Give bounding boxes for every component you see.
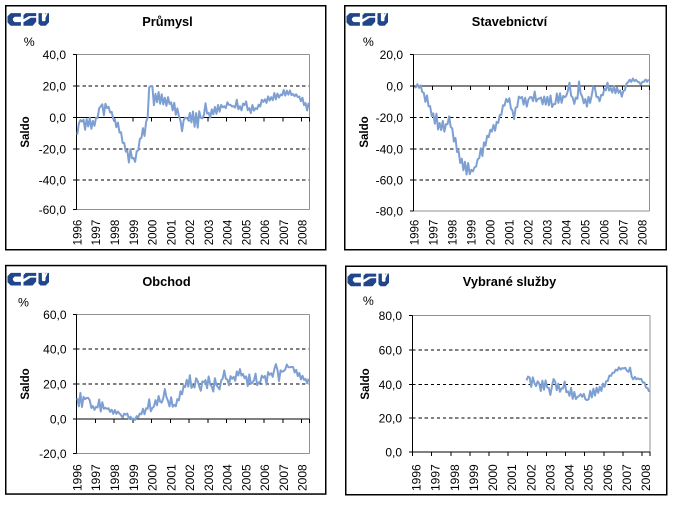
svg-text:2006: 2006 xyxy=(258,464,272,491)
svg-text:-80,0: -80,0 xyxy=(376,205,404,219)
svg-text:2005: 2005 xyxy=(581,220,593,246)
svg-text:1997: 1997 xyxy=(89,464,103,491)
svg-text:1996: 1996 xyxy=(70,464,84,491)
svg-text:0,0: 0,0 xyxy=(49,111,66,125)
svg-text:2000: 2000 xyxy=(148,220,160,246)
svg-text:40,0: 40,0 xyxy=(43,48,67,62)
svg-text:2003: 2003 xyxy=(202,464,216,491)
svg-text:1996: 1996 xyxy=(409,220,421,246)
svg-text:2002: 2002 xyxy=(185,220,197,246)
svg-text:2007: 2007 xyxy=(277,464,291,491)
svg-text:20,0: 20,0 xyxy=(379,411,403,425)
svg-text:-60,0: -60,0 xyxy=(376,174,404,188)
svg-text:Stavebnictví: Stavebnictví xyxy=(472,14,548,29)
svg-text:60,0: 60,0 xyxy=(379,343,403,357)
svg-text:80,0: 80,0 xyxy=(379,309,403,323)
svg-text:1996: 1996 xyxy=(409,464,423,491)
svg-text:40,0: 40,0 xyxy=(43,343,67,357)
svg-text:2007: 2007 xyxy=(279,220,291,246)
svg-text:2007: 2007 xyxy=(620,464,634,491)
svg-text:2002: 2002 xyxy=(524,464,538,491)
svg-text:20,0: 20,0 xyxy=(380,48,404,62)
svg-text:2001: 2001 xyxy=(166,220,178,246)
svg-text:2006: 2006 xyxy=(601,464,615,491)
svg-text:2002: 2002 xyxy=(183,464,197,491)
svg-text:2008: 2008 xyxy=(296,464,310,491)
svg-text:-20,0: -20,0 xyxy=(39,143,67,157)
svg-text:%: % xyxy=(18,296,29,310)
svg-text:2004: 2004 xyxy=(562,219,574,245)
svg-text:%: % xyxy=(363,35,374,49)
svg-text:2003: 2003 xyxy=(543,464,557,491)
svg-text:Obchod: Obchod xyxy=(142,274,190,289)
svg-text:1996: 1996 xyxy=(72,220,84,246)
svg-text:2000: 2000 xyxy=(146,464,160,491)
svg-text:2008: 2008 xyxy=(298,220,310,246)
svg-text:2001: 2001 xyxy=(164,464,178,491)
svg-text:1997: 1997 xyxy=(428,220,440,246)
svg-text:2005: 2005 xyxy=(582,464,596,491)
svg-text:1997: 1997 xyxy=(429,464,443,491)
svg-text:60,0: 60,0 xyxy=(43,308,67,322)
svg-text:2006: 2006 xyxy=(600,220,612,246)
svg-text:-20,0: -20,0 xyxy=(39,447,67,461)
svg-text:2003: 2003 xyxy=(543,220,555,246)
svg-text:1999: 1999 xyxy=(467,464,481,491)
svg-text:1997: 1997 xyxy=(91,220,103,246)
svg-text:2008: 2008 xyxy=(638,220,650,246)
svg-text:1998: 1998 xyxy=(448,464,462,491)
svg-text:1999: 1999 xyxy=(129,220,141,246)
svg-text:Saldo: Saldo xyxy=(359,116,371,147)
svg-text:2001: 2001 xyxy=(505,220,517,246)
svg-text:Průmysl: Průmysl xyxy=(142,14,193,29)
svg-text:20,0: 20,0 xyxy=(43,80,67,94)
svg-text:2008: 2008 xyxy=(639,464,653,491)
svg-text:2003: 2003 xyxy=(204,220,216,246)
svg-text:2004: 2004 xyxy=(563,464,577,491)
svg-text:-40,0: -40,0 xyxy=(376,143,404,157)
svg-text:2004: 2004 xyxy=(223,219,235,245)
svg-text:1999: 1999 xyxy=(467,220,479,246)
svg-text:2007: 2007 xyxy=(619,220,631,246)
svg-text:%: % xyxy=(363,294,374,308)
svg-text:Saldo: Saldo xyxy=(20,116,32,147)
svg-text:2005: 2005 xyxy=(241,220,253,246)
svg-text:1998: 1998 xyxy=(108,464,122,491)
svg-text:2006: 2006 xyxy=(260,220,272,246)
svg-text:20,0: 20,0 xyxy=(43,377,67,391)
svg-text:0,0: 0,0 xyxy=(50,413,67,427)
svg-text:2001: 2001 xyxy=(505,464,519,491)
svg-text:40,0: 40,0 xyxy=(379,378,403,392)
svg-text:1998: 1998 xyxy=(110,220,122,246)
svg-text:-60,0: -60,0 xyxy=(39,203,67,217)
svg-text:2000: 2000 xyxy=(486,464,500,491)
svg-text:2002: 2002 xyxy=(524,220,536,246)
svg-text:0,0: 0,0 xyxy=(385,446,402,460)
svg-text:1999: 1999 xyxy=(127,464,141,491)
svg-text:2004: 2004 xyxy=(221,464,235,491)
svg-text:Saldo: Saldo xyxy=(360,368,372,399)
svg-text:-20,0: -20,0 xyxy=(376,111,404,125)
svg-text:2005: 2005 xyxy=(239,464,253,491)
svg-text:2000: 2000 xyxy=(486,220,498,246)
svg-text:%: % xyxy=(24,35,35,49)
svg-text:1998: 1998 xyxy=(448,220,460,246)
svg-text:-40,0: -40,0 xyxy=(39,174,67,188)
svg-text:Vybrané služby: Vybrané služby xyxy=(463,274,557,289)
svg-text:Saldo: Saldo xyxy=(20,368,32,399)
svg-text:0,0: 0,0 xyxy=(386,80,403,94)
